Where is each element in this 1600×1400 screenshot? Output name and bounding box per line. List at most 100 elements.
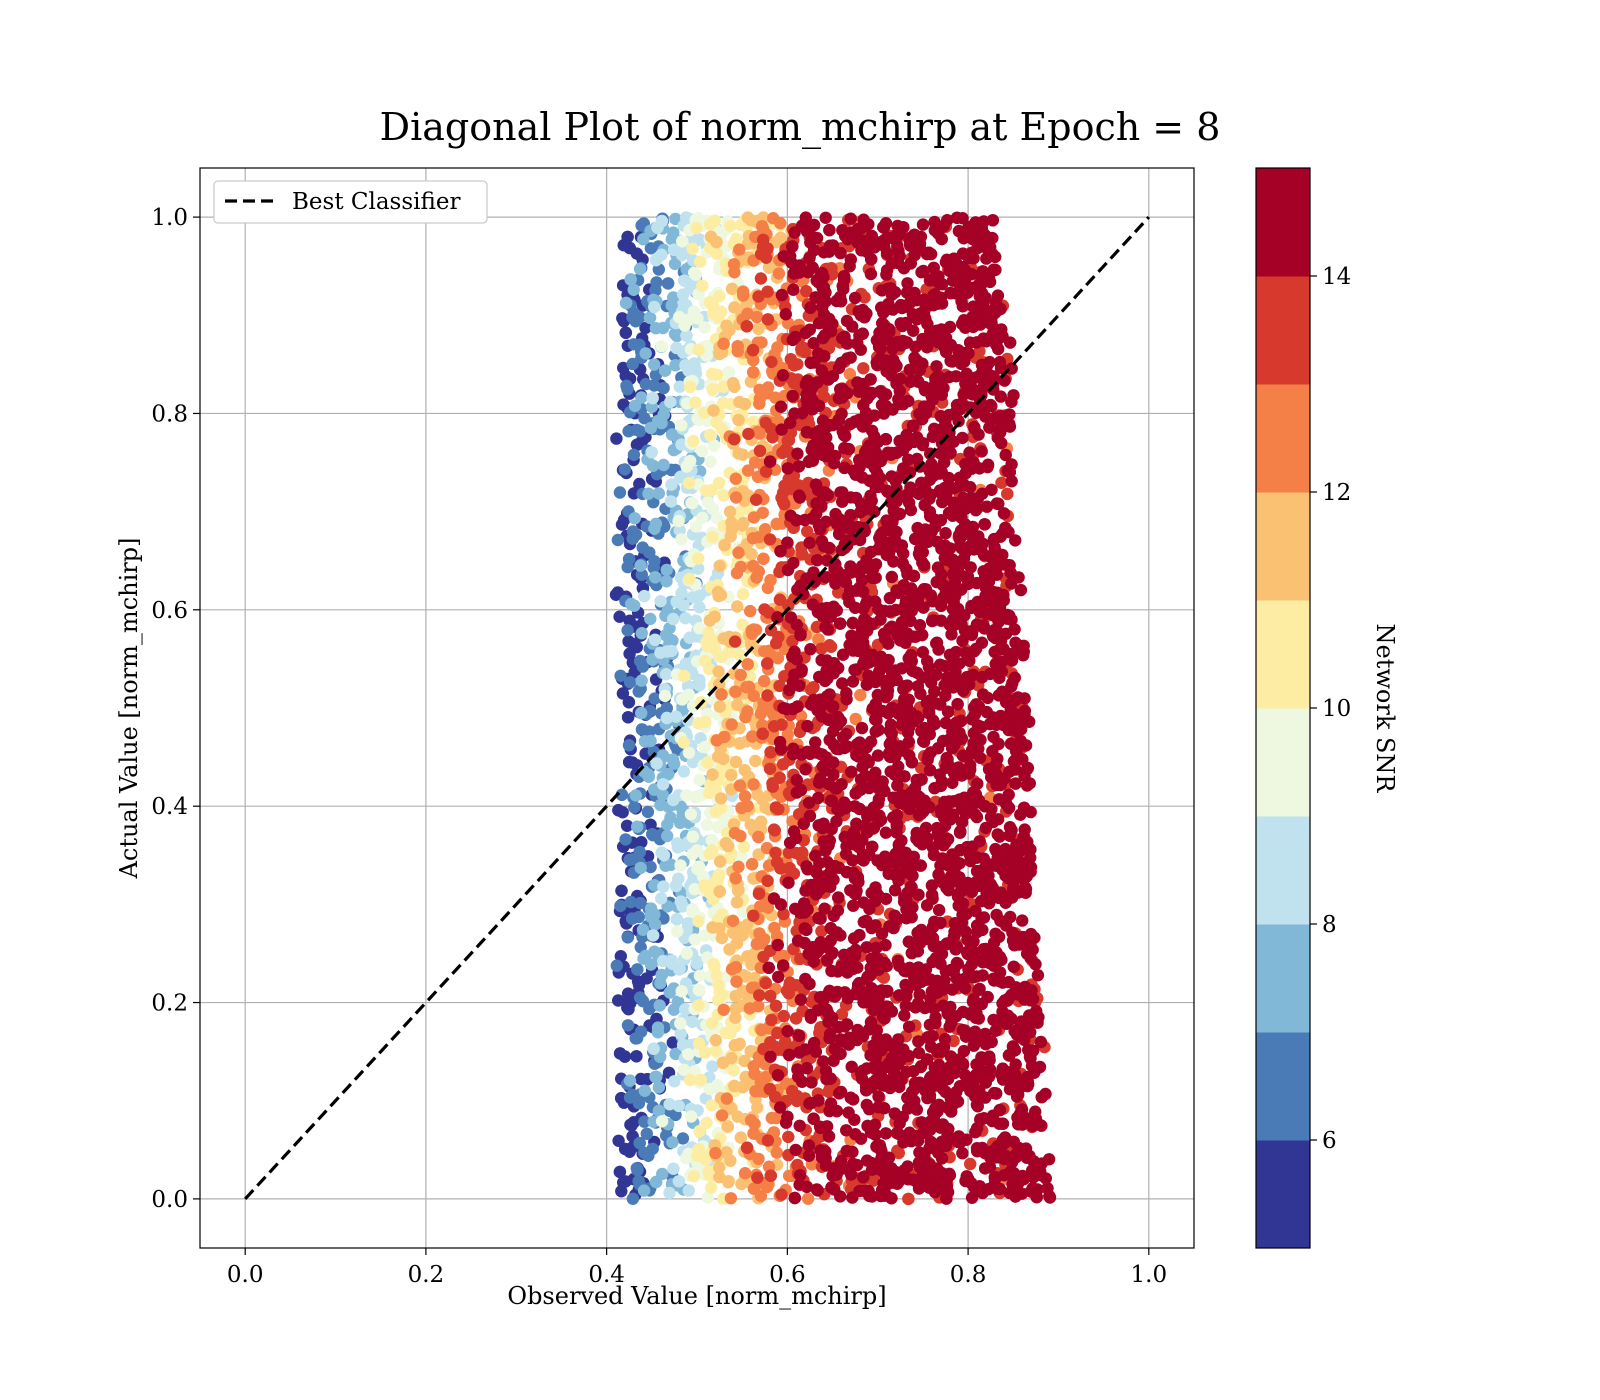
scatter-point bbox=[713, 1161, 726, 1174]
scatter-point bbox=[704, 428, 717, 442]
scatter-point bbox=[647, 1042, 660, 1055]
scatter-point bbox=[735, 1177, 748, 1191]
scatter-point bbox=[635, 627, 648, 640]
scatter-point bbox=[698, 740, 711, 754]
scatter-point bbox=[706, 530, 719, 544]
scatter-point bbox=[784, 416, 797, 430]
scatter-point bbox=[761, 1134, 775, 1147]
scatter-point bbox=[689, 362, 702, 375]
scatter-point bbox=[719, 1026, 733, 1040]
scatter-point bbox=[701, 639, 714, 653]
scatter-point bbox=[689, 396, 702, 409]
scatter-point bbox=[809, 398, 822, 411]
scatter-point bbox=[818, 674, 832, 688]
scatter-point bbox=[761, 285, 774, 298]
scatter-point bbox=[725, 282, 739, 295]
scatter-point bbox=[686, 242, 699, 255]
scatter-point bbox=[622, 425, 635, 438]
scatter-point bbox=[646, 828, 659, 841]
scatter-point bbox=[725, 1051, 738, 1065]
scatter-point bbox=[692, 1037, 706, 1050]
scatter-point bbox=[698, 321, 711, 334]
scatter-point bbox=[714, 792, 728, 805]
scatter-point bbox=[706, 383, 719, 396]
scatter-point bbox=[713, 290, 726, 303]
scatter-point bbox=[688, 933, 701, 946]
scatter-point bbox=[872, 602, 885, 616]
scatter-point bbox=[707, 957, 720, 971]
scatter-point bbox=[744, 604, 757, 618]
scatter-point bbox=[764, 422, 778, 435]
scatter-point bbox=[692, 860, 706, 873]
scatter-point bbox=[673, 380, 686, 393]
scatter-point bbox=[617, 1176, 630, 1189]
scatter-point bbox=[733, 779, 747, 792]
scatter-point bbox=[640, 1127, 653, 1141]
scatter-point bbox=[639, 321, 652, 335]
scatter-point bbox=[724, 1154, 737, 1168]
scatter-point bbox=[661, 829, 674, 843]
scatter-point bbox=[627, 448, 641, 461]
scatter-point bbox=[653, 999, 666, 1012]
scatter-point bbox=[740, 681, 753, 694]
scatter-point bbox=[660, 575, 673, 588]
scatter-point bbox=[781, 1110, 794, 1124]
scatter-point bbox=[621, 711, 635, 724]
scatter-point bbox=[753, 927, 766, 940]
scatter-point bbox=[680, 1152, 693, 1165]
scatter-point bbox=[612, 1134, 625, 1148]
scatter-point bbox=[623, 853, 636, 867]
scatter-point bbox=[834, 617, 847, 630]
scatter-point bbox=[805, 1096, 818, 1110]
scatter-point bbox=[672, 1175, 686, 1188]
scatter-point bbox=[640, 972, 653, 985]
scatter-point bbox=[757, 552, 770, 565]
scatter-point bbox=[682, 313, 696, 326]
scatter-point bbox=[701, 818, 714, 832]
scatter-point bbox=[699, 1046, 712, 1059]
scatter-point bbox=[741, 211, 755, 224]
scatter-point bbox=[740, 1141, 754, 1154]
scatter-point bbox=[693, 589, 706, 602]
scatter-point bbox=[672, 872, 685, 885]
scatter-point bbox=[635, 391, 648, 404]
scatter-point bbox=[726, 914, 740, 927]
scatter-point bbox=[620, 819, 634, 832]
scatter-point bbox=[676, 900, 689, 913]
scatter-point bbox=[703, 614, 716, 627]
scatter-point bbox=[815, 642, 828, 655]
scatter-point bbox=[664, 395, 677, 409]
scatter-point bbox=[752, 1152, 765, 1166]
scatter-point bbox=[738, 397, 752, 411]
scatter-point bbox=[692, 717, 705, 730]
scatter-point bbox=[794, 783, 808, 797]
scatter-point bbox=[761, 657, 774, 670]
scatter-point bbox=[657, 381, 670, 395]
scatter-point bbox=[715, 1109, 729, 1122]
scatter-point bbox=[730, 936, 744, 950]
scatter-point bbox=[639, 347, 652, 360]
scatter-point bbox=[756, 727, 769, 740]
scatter-point bbox=[784, 353, 797, 366]
scatter-point bbox=[684, 808, 698, 821]
scatter-point bbox=[661, 277, 675, 290]
scatter-point bbox=[677, 736, 690, 749]
scatter-point bbox=[709, 1034, 722, 1047]
scatter-point bbox=[849, 787, 862, 800]
scatter-point bbox=[613, 1165, 627, 1179]
scatter-point bbox=[643, 311, 657, 324]
scatter-point bbox=[626, 357, 639, 371]
scatter-point bbox=[741, 950, 754, 963]
scatter-point bbox=[801, 719, 814, 733]
scatter-point bbox=[804, 643, 817, 656]
scatter-point bbox=[793, 679, 806, 692]
scatter-point bbox=[741, 705, 754, 718]
scatter-point bbox=[747, 1182, 761, 1195]
scatter-point bbox=[684, 380, 697, 394]
scatter-point bbox=[634, 861, 647, 875]
scatter-point bbox=[722, 645, 736, 659]
scatter-point bbox=[649, 322, 663, 335]
scatter-point bbox=[786, 389, 799, 403]
scatter-point bbox=[740, 320, 753, 333]
scatter-point bbox=[731, 345, 744, 358]
